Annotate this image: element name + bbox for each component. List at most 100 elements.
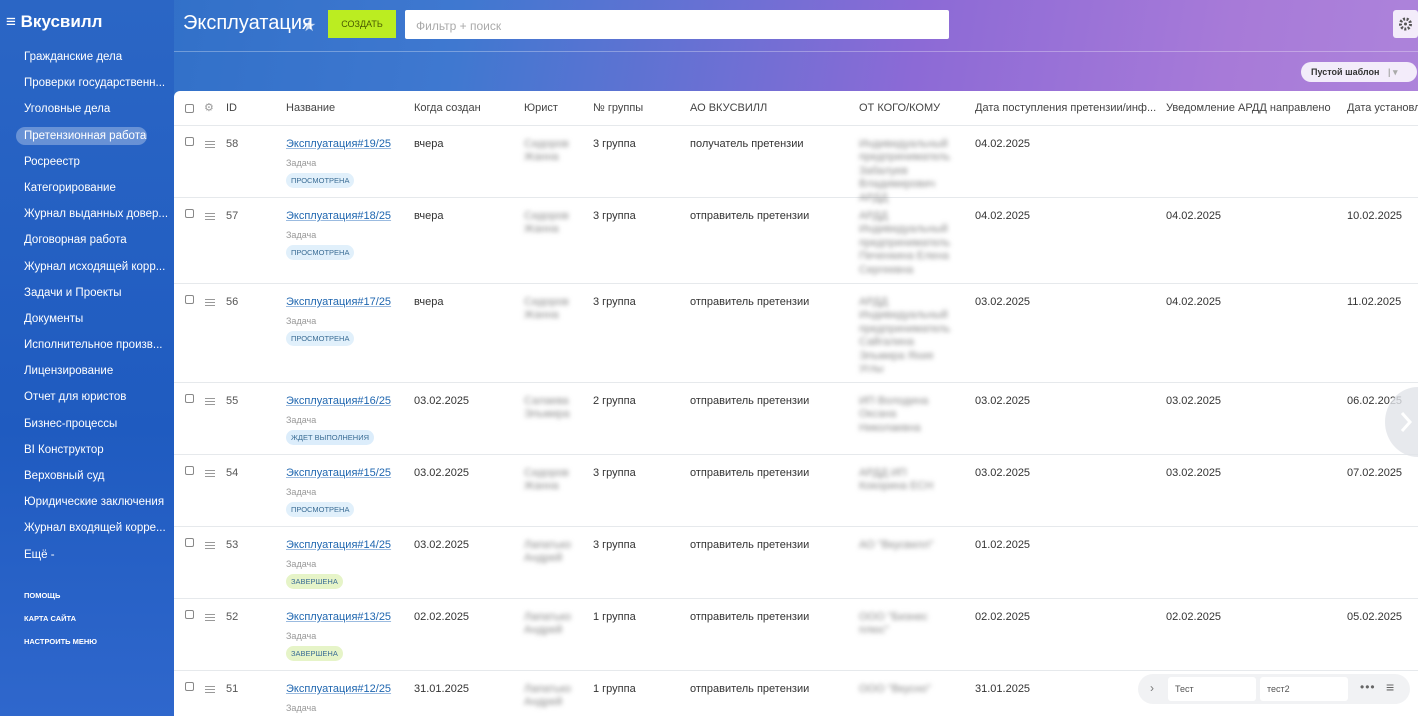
row-handle[interactable] bbox=[205, 686, 215, 693]
cell-role: отправитель претензии bbox=[690, 296, 810, 308]
menu-item[interactable]: Гражданские дела bbox=[24, 51, 123, 63]
column-header[interactable]: АО ВКУСВИЛЛ bbox=[690, 102, 768, 114]
menu-item[interactable]: Бизнес-процессы bbox=[24, 417, 118, 430]
menu-item[interactable]: Верховный суд bbox=[24, 470, 105, 482]
menu-item[interactable]: Документы bbox=[24, 312, 84, 325]
row-checkbox[interactable] bbox=[185, 538, 194, 547]
cell-lawyer: Салаева Эльмира bbox=[524, 395, 570, 421]
menu-item[interactable]: Росреестр bbox=[24, 155, 80, 168]
column-header[interactable]: ID bbox=[226, 102, 237, 114]
row-link[interactable]: Эксплуатация#18/25 bbox=[286, 210, 392, 222]
cell-role: отправитель претензии bbox=[690, 539, 810, 551]
row-checkbox[interactable] bbox=[185, 295, 194, 304]
row-link[interactable]: Эксплуатация#13/25 bbox=[286, 611, 392, 623]
column-header[interactable]: № группы bbox=[593, 102, 644, 114]
menu-item[interactable]: Юридические заключения bbox=[24, 496, 165, 509]
row-id: 53 bbox=[226, 539, 239, 551]
favorite-star[interactable]: ★ bbox=[302, 18, 317, 35]
row-link[interactable]: Эксплуатация#17/25 bbox=[286, 296, 392, 308]
table-row: 54 Эксплуатация#15/25 Задача ПРОСМОТРЕНА 03.… bbox=[174, 455, 1418, 527]
footer-link[interactable]: ПОМОЩЬ bbox=[24, 591, 61, 600]
row-checkbox[interactable] bbox=[185, 610, 194, 619]
arrow-icon bbox=[1400, 412, 1413, 432]
sidebar-footer: ПОМОЩЬ КАРТА САЙТА НАСТРОИТЬ МЕНЮ bbox=[24, 590, 97, 659]
template-button[interactable]: Пустой шаблон | ▾ bbox=[1301, 62, 1417, 82]
cell-lawyer: Сидоров Жанна bbox=[524, 467, 569, 493]
settings-button[interactable] bbox=[1393, 10, 1418, 38]
bar-field[interactable]: Тест bbox=[1168, 677, 1256, 701]
row-link[interactable]: Эксплуатация#19/25 bbox=[286, 138, 392, 150]
row-handle[interactable] bbox=[205, 398, 215, 405]
row-link[interactable]: Эксплуатация#16/25 bbox=[286, 395, 392, 407]
row-handle[interactable] bbox=[205, 141, 215, 148]
row-id: 54 bbox=[226, 467, 239, 479]
row-checkbox[interactable] bbox=[185, 682, 194, 691]
column-settings[interactable]: ⚙ bbox=[204, 102, 214, 114]
row-handle[interactable] bbox=[205, 213, 215, 220]
bar-field[interactable]: тест2 bbox=[1260, 677, 1348, 701]
menu-item[interactable]: Лицензирование bbox=[24, 365, 114, 378]
status-badge: ЗАВЕРШЕНА bbox=[286, 646, 343, 661]
column-header[interactable]: Дата установле bbox=[1347, 102, 1418, 114]
cell-set: 07.02.2025 bbox=[1347, 467, 1403, 479]
cell-created: 03.02.2025 bbox=[414, 539, 470, 551]
menu-item[interactable]: Задачи и Проекты bbox=[24, 286, 122, 299]
cell-set: 10.02.2025 bbox=[1347, 210, 1403, 222]
row-id: 57 bbox=[226, 210, 239, 222]
column-header[interactable]: Название bbox=[286, 102, 336, 114]
menu-item[interactable]: BI Конструктор bbox=[24, 443, 104, 456]
row-link[interactable]: Эксплуатация#14/25 bbox=[286, 539, 392, 551]
cell-notified: 02.02.2025 bbox=[1166, 611, 1222, 623]
column-header[interactable]: Когда создан bbox=[414, 102, 481, 114]
bar-more[interactable]: ••• bbox=[1360, 680, 1376, 694]
menu-item[interactable]: Договорная работа bbox=[24, 234, 127, 247]
menu-item[interactable]: Журнал выданных довер... bbox=[24, 208, 169, 221]
menu-item[interactable]: Категорирование bbox=[24, 181, 116, 194]
row-handle[interactable] bbox=[205, 542, 215, 549]
search-input[interactable]: Фильтр + поиск bbox=[405, 10, 949, 39]
column-header[interactable]: ОТ КОГО/КОМУ bbox=[859, 102, 941, 114]
row-handle[interactable] bbox=[205, 299, 215, 306]
column-header[interactable]: Уведомление АРДД направлено bbox=[1166, 102, 1331, 114]
menu: Гражданские дела Проверки государственн..… bbox=[16, 44, 174, 568]
table-row: 58 Эксплуатация#19/25 Задача ПРОСМОТРЕНА вче… bbox=[174, 126, 1418, 204]
bar-list[interactable]: ≡ bbox=[1386, 679, 1395, 695]
menu-item[interactable]: Исполнительное произв... bbox=[24, 339, 163, 352]
status-badge: ЗАВЕРШЕНА bbox=[286, 574, 343, 589]
column-header[interactable]: Юрист bbox=[524, 102, 558, 114]
menu-item[interactable]: Уголовные дела bbox=[24, 103, 111, 116]
row-handle[interactable] bbox=[205, 470, 215, 477]
select-all[interactable] bbox=[185, 104, 194, 113]
row-link[interactable]: Эксплуатация#12/25 bbox=[286, 683, 392, 695]
page-title: Эксплуатация bbox=[183, 12, 313, 34]
logo[interactable]: ≡ Вкусвилл bbox=[6, 12, 103, 31]
menu-item[interactable]: Отчет для юристов bbox=[24, 391, 127, 404]
footer-link[interactable]: НАСТРОИТЬ МЕНЮ bbox=[24, 637, 98, 646]
table-row: 51 Эксплуатация#12/25 Задача 31.01.2025 Лапа… bbox=[174, 671, 1418, 716]
create-button[interactable]: СОЗДАТЬ bbox=[328, 10, 396, 38]
cell-from: АРДД Индивидуальный предприниматель Сайг… bbox=[859, 296, 951, 376]
cell-role: отправитель претензии bbox=[690, 611, 810, 623]
cell-set: 05.02.2025 bbox=[1347, 611, 1403, 623]
footer-link[interactable]: КАРТА САЙТА bbox=[24, 614, 77, 623]
row-checkbox[interactable] bbox=[185, 394, 194, 403]
menu-item[interactable]: Ещё - bbox=[24, 548, 55, 561]
bar-expand[interactable]: › bbox=[1150, 681, 1154, 695]
cell-from: ИП Володина Оксана Николаевна bbox=[859, 395, 929, 434]
menu-item[interactable]: Претензионная работа bbox=[16, 126, 147, 145]
cell-role: отправитель претензии bbox=[690, 683, 810, 695]
menu-item[interactable]: Журнал входящей корре... bbox=[24, 522, 166, 535]
row-checkbox[interactable] bbox=[185, 137, 194, 146]
menu-item[interactable]: Журнал исходящей корр... bbox=[24, 260, 166, 273]
column-header[interactable]: Дата поступления претензии/инф... bbox=[975, 102, 1157, 114]
status-badge: ПРОСМОТРЕНА bbox=[286, 173, 355, 188]
row-handle[interactable] bbox=[205, 614, 215, 621]
row-checkbox[interactable] bbox=[185, 209, 194, 218]
row-kind: Задача bbox=[286, 415, 317, 425]
row-checkbox[interactable] bbox=[185, 466, 194, 475]
sidebar: ≡ Вкусвилл Гражданские дела Проверки госу… bbox=[0, 0, 174, 716]
scroll-right[interactable] bbox=[1385, 387, 1418, 457]
menu-item[interactable]: Проверки государственн... bbox=[24, 77, 166, 90]
table: ⚙ ID Название Когда создан Юрист № группы АО В… bbox=[174, 91, 1418, 716]
row-link[interactable]: Эксплуатация#15/25 bbox=[286, 467, 392, 479]
